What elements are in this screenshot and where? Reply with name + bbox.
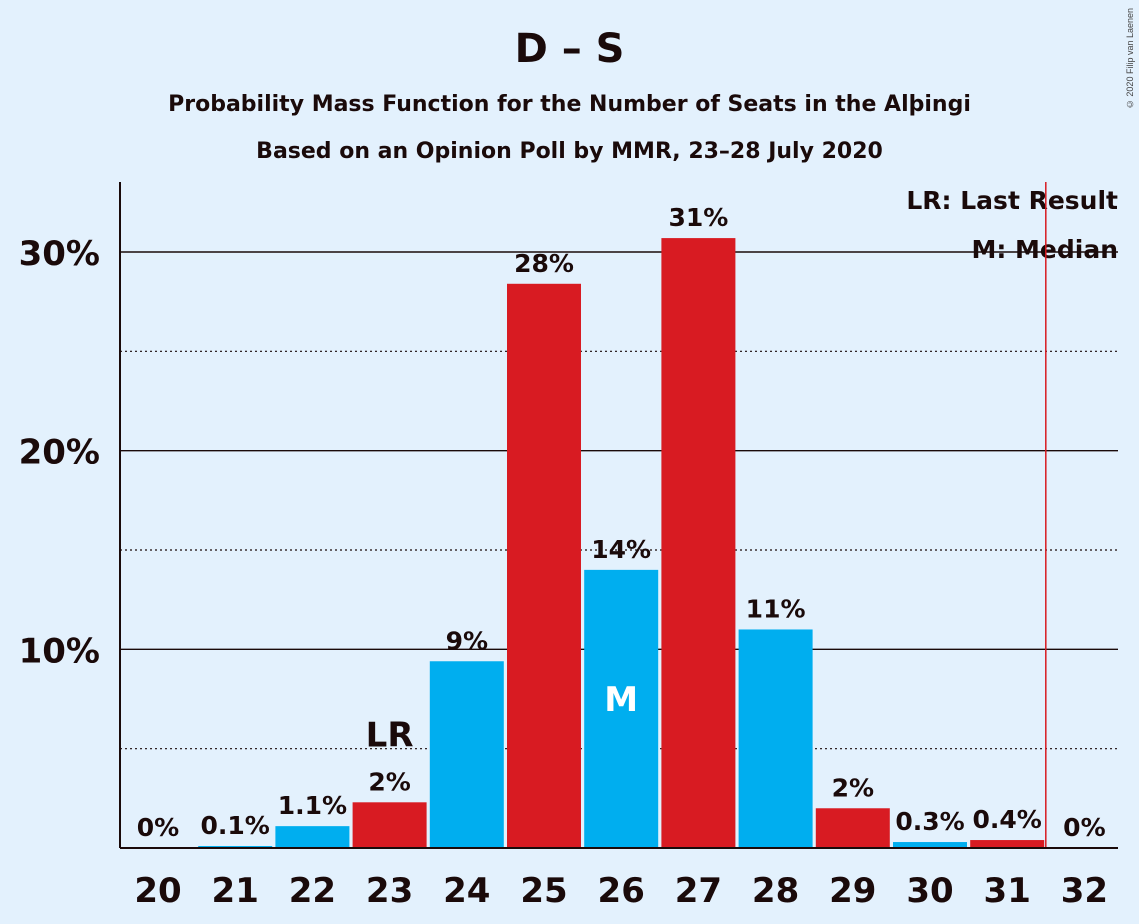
y-tick-label: 30% — [19, 234, 100, 274]
x-tick-label: 27 — [675, 871, 722, 911]
bar-seat-27 — [661, 238, 736, 849]
data-label: 2% — [368, 767, 410, 796]
y-tick-label: 10% — [19, 631, 100, 671]
x-tick-label: 31 — [984, 871, 1031, 911]
data-label: 0.3% — [895, 807, 964, 836]
x-tick-label: 25 — [520, 871, 567, 911]
bar-seat-22 — [275, 826, 350, 848]
bar-seat-31 — [970, 840, 1045, 848]
bar-seat-24 — [429, 661, 504, 848]
bar-seat-25 — [507, 283, 581, 849]
data-label: 1.1% — [278, 791, 347, 820]
bar-seat-30 — [893, 842, 967, 848]
x-tick-label: 28 — [752, 871, 799, 911]
x-tick-label: 26 — [598, 871, 645, 911]
bar-seat-26 — [584, 569, 659, 848]
data-label: 9% — [446, 626, 488, 655]
data-label: 0% — [1063, 813, 1105, 842]
data-label: 14% — [591, 535, 651, 564]
legend-median: M: Median — [971, 235, 1118, 264]
legend-last-result: LR: Last Result — [906, 186, 1118, 215]
data-label: 11% — [746, 594, 806, 623]
data-label: 2% — [832, 773, 874, 802]
y-tick-label: 20% — [19, 433, 100, 473]
median-marker: M — [604, 680, 638, 720]
x-tick-label: 30 — [906, 871, 953, 911]
data-label: 28% — [514, 249, 574, 278]
chart-subtitle: Probability Mass Function for the Number… — [168, 92, 971, 117]
data-label: 0% — [137, 813, 179, 842]
chart-title: D – S — [514, 26, 625, 72]
x-tick-label: 24 — [443, 871, 490, 911]
x-tick-label: 21 — [212, 871, 259, 911]
x-tick-label: 29 — [829, 871, 876, 911]
data-label: 0.1% — [201, 811, 270, 840]
last-result-marker: LR — [366, 715, 414, 755]
bar-seat-23 — [352, 802, 427, 848]
data-label: 0.4% — [973, 805, 1042, 834]
x-tick-label: 22 — [289, 871, 336, 911]
chart-poll-source: Based on an Opinion Poll by MMR, 23–28 J… — [256, 139, 883, 164]
x-tick-label: 20 — [134, 871, 181, 911]
data-label: 31% — [668, 203, 728, 232]
bar-seat-28 — [738, 629, 813, 848]
bar-seat-29 — [815, 808, 890, 848]
x-tick-label: 32 — [1061, 871, 1108, 911]
x-tick-label: 23 — [366, 871, 413, 911]
